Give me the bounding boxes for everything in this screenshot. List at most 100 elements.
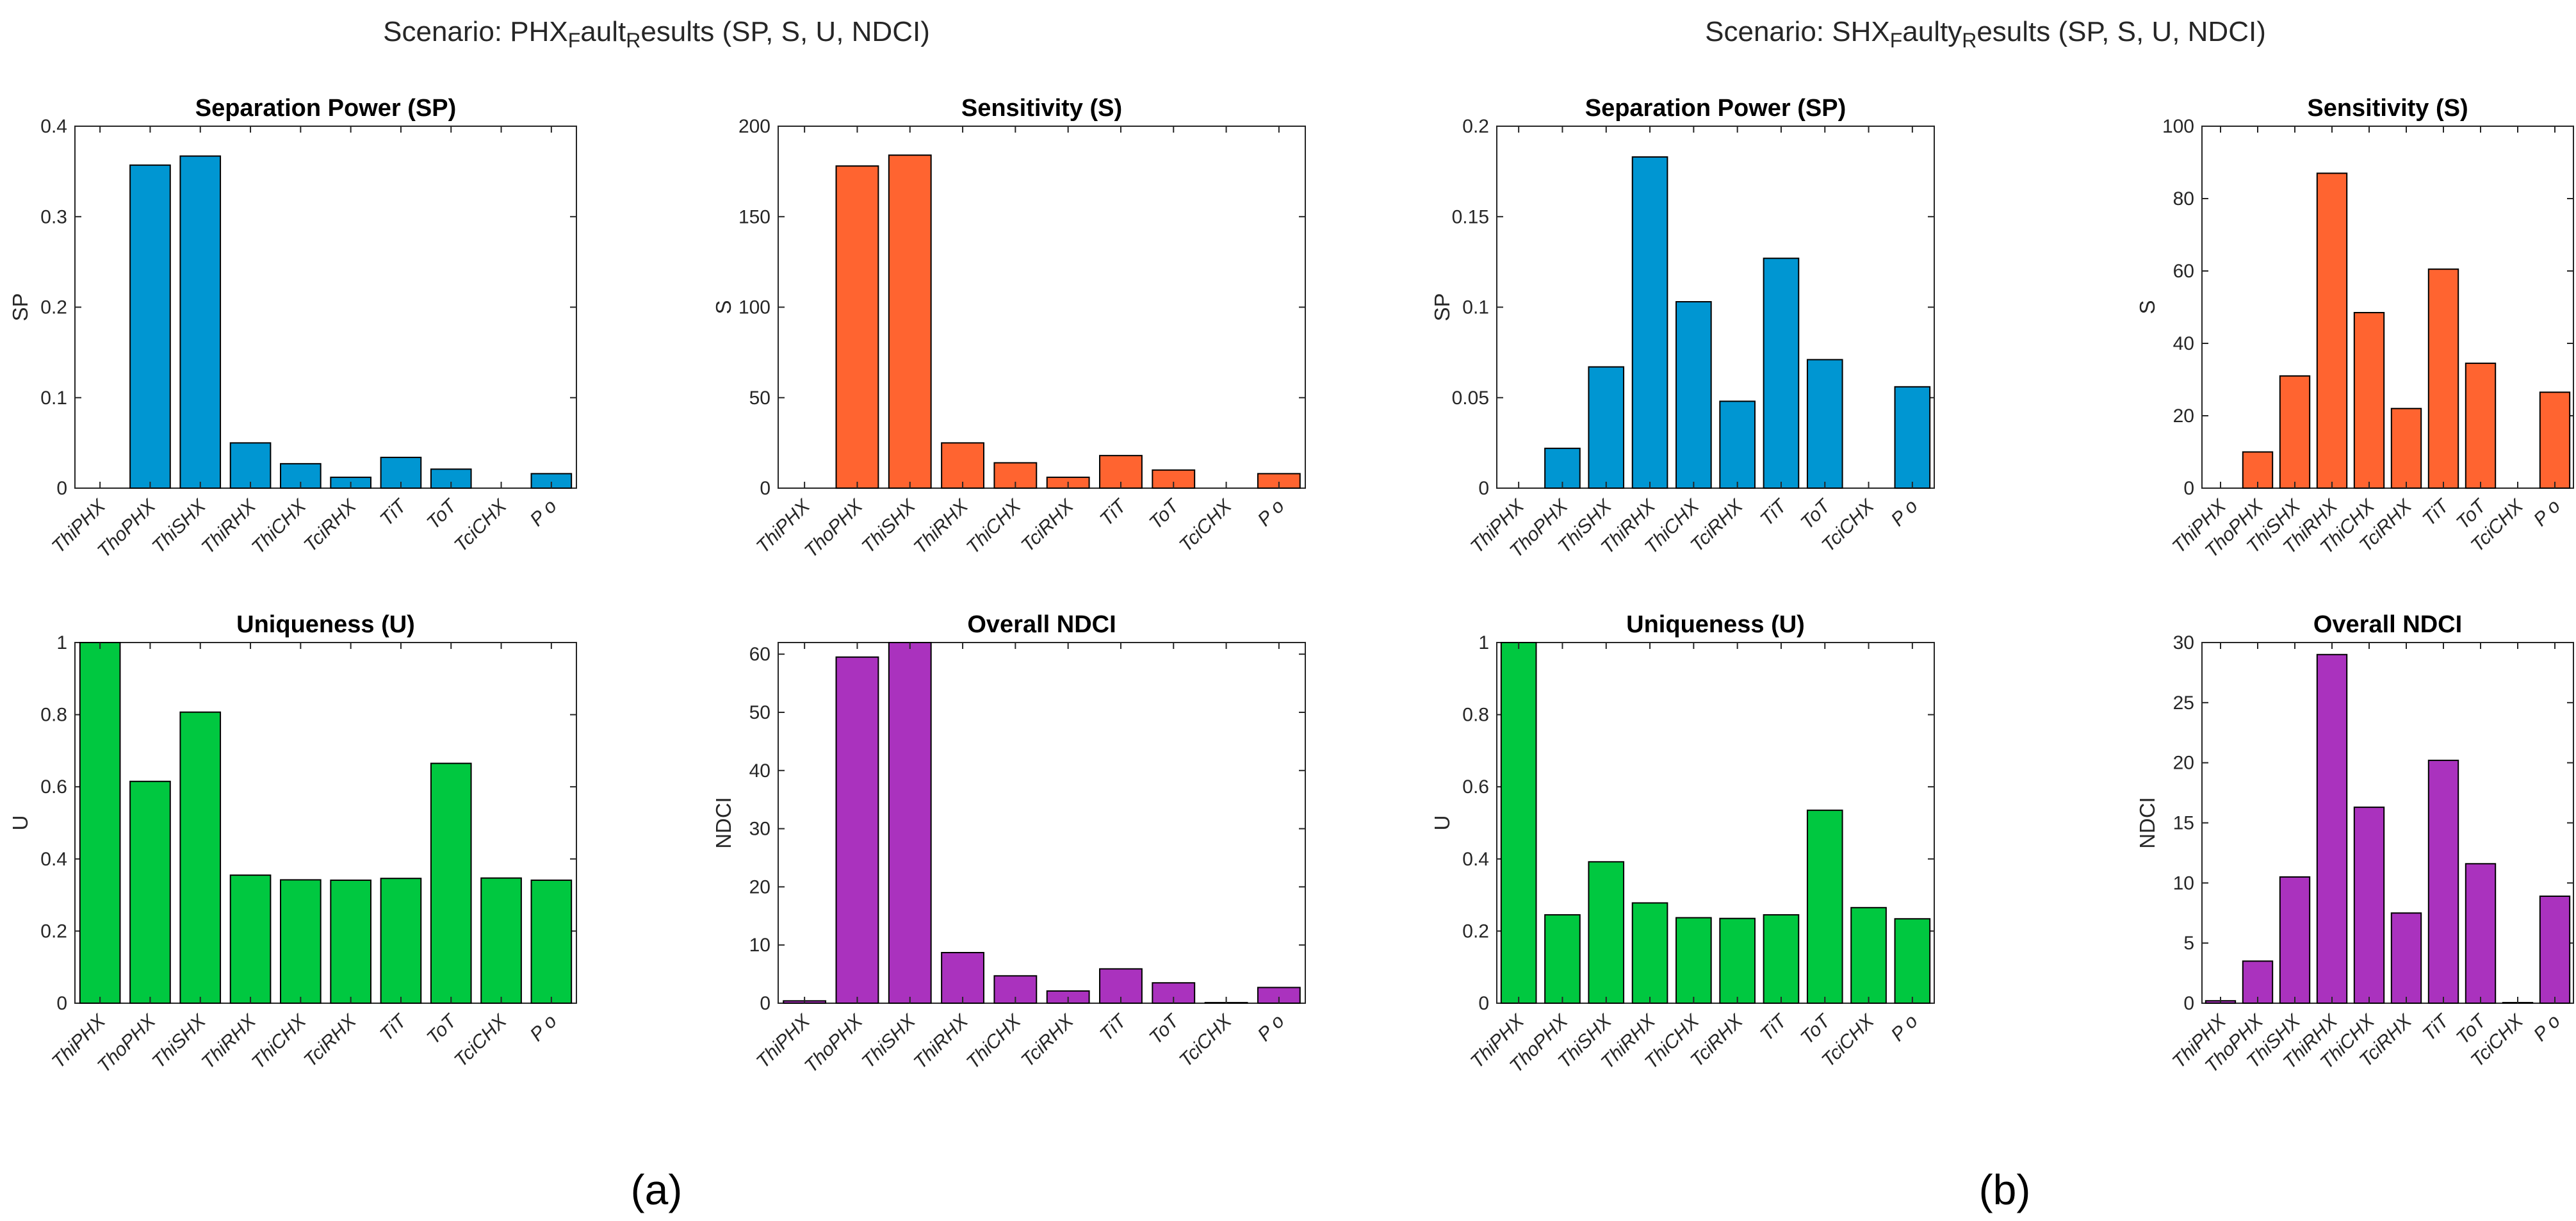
x-tick-label: ThiSHX bbox=[858, 495, 920, 557]
x-tick-label: ThiRHX bbox=[909, 1010, 972, 1073]
bar bbox=[1675, 917, 1712, 1004]
panel-b-title: Scenario: SHXFaultyResults (SP, S, U, ND… bbox=[1705, 16, 2266, 52]
bar bbox=[2390, 407, 2422, 489]
y-tick-label: 0 bbox=[1478, 478, 1489, 499]
panel-b-title-mid: aulty bbox=[1902, 16, 1962, 47]
plot-a-overall-ndci: Overall NDCINDCI0102030405060ThiPHXThoPH… bbox=[712, 611, 1306, 1077]
x-tick-label: ThiRHX bbox=[909, 495, 972, 558]
x-tick-label: ToT bbox=[1145, 1010, 1184, 1049]
plot-b-separation-power: Separation Power (SP)SP00.050.10.150.2Th… bbox=[1430, 95, 1935, 562]
panel-a-title-sub1: F bbox=[568, 29, 581, 52]
bar bbox=[1588, 366, 1625, 489]
bar bbox=[79, 642, 121, 1004]
plot-a-uniqueness: Uniqueness (U)U00.20.40.60.81ThiPHXThoPH… bbox=[8, 611, 577, 1077]
bar bbox=[480, 877, 522, 1004]
panel-b-label: (b) bbox=[1979, 1166, 2031, 1213]
bar bbox=[1763, 914, 1800, 1004]
y-tick-label: 0.8 bbox=[40, 705, 67, 726]
subplot-title: Sensitivity (S) bbox=[2307, 95, 2468, 122]
bar bbox=[2242, 960, 2274, 1004]
x-tick-label: ThiCHX bbox=[963, 1010, 1025, 1073]
bar bbox=[229, 442, 272, 489]
bar bbox=[2390, 912, 2422, 1004]
y-tick-label: 50 bbox=[749, 388, 770, 409]
plot-a-sensitivity: Sensitivity (S)S050100150200ThiPHXThoPHX… bbox=[712, 95, 1306, 562]
bar bbox=[1719, 400, 1756, 489]
bar bbox=[1894, 918, 1931, 1004]
y-axis-label: SP bbox=[8, 293, 32, 321]
y-tick-label: 0.2 bbox=[40, 921, 67, 942]
bar bbox=[1894, 386, 1931, 489]
bar bbox=[1675, 301, 1712, 489]
x-tick-label: ToT bbox=[1797, 495, 1836, 534]
y-tick-label: 0.1 bbox=[40, 388, 67, 409]
bar bbox=[1763, 258, 1800, 489]
axes-box bbox=[1496, 126, 1935, 489]
y-axis-label: NDCI bbox=[2135, 797, 2159, 849]
y-tick-label: 0 bbox=[760, 993, 770, 1014]
y-axis-label: S bbox=[712, 300, 735, 314]
bar bbox=[2539, 895, 2571, 1004]
y-tick-label: 0 bbox=[56, 478, 67, 499]
y-tick-label: 0.6 bbox=[1462, 776, 1489, 798]
bar bbox=[1544, 914, 1581, 1004]
y-tick-label: 30 bbox=[749, 819, 770, 840]
x-tick-label: TciCHX bbox=[450, 495, 511, 556]
bar bbox=[2465, 363, 2497, 489]
y-tick-label: 0.3 bbox=[40, 206, 67, 227]
bar bbox=[888, 642, 932, 1004]
x-tick-label: P o bbox=[526, 1011, 560, 1045]
panel-b-title-sub2: R bbox=[1962, 29, 1977, 52]
bar bbox=[1806, 809, 1843, 1004]
x-tick-label: P o bbox=[526, 496, 560, 530]
y-tick-label: 0 bbox=[1478, 993, 1489, 1014]
x-tick-label: ThiCHX bbox=[248, 1010, 311, 1073]
y-tick-label: 60 bbox=[749, 644, 770, 665]
bar bbox=[1850, 906, 1887, 1004]
plot-b-sensitivity: Sensitivity (S)S020406080100ThiPHXThoPHX… bbox=[2135, 95, 2574, 562]
x-tick-label: TiT bbox=[1096, 495, 1132, 530]
y-tick-label: 40 bbox=[2173, 333, 2194, 354]
y-tick-label: 0 bbox=[2183, 478, 2194, 499]
plot-b-uniqueness: Uniqueness (U)U00.20.40.60.81ThiPHXThoPH… bbox=[1430, 611, 1935, 1077]
subplot-title: Sensitivity (S) bbox=[961, 95, 1122, 122]
y-tick-label: 20 bbox=[2173, 406, 2194, 427]
x-tick-label: TciRHX bbox=[1017, 1010, 1078, 1071]
subplot-title: Overall NDCI bbox=[967, 611, 1116, 638]
x-tick-label: ToT bbox=[1145, 495, 1184, 534]
bar bbox=[2427, 759, 2459, 1004]
x-tick-label: ThoPHX bbox=[801, 1010, 867, 1077]
bar bbox=[530, 880, 573, 1004]
x-tick-label: TiT bbox=[2418, 495, 2454, 530]
bar bbox=[2279, 375, 2311, 489]
x-tick-label: TciRHX bbox=[300, 1010, 361, 1071]
x-tick-label: ToT bbox=[423, 495, 462, 534]
x-tick-label: ThiSHX bbox=[148, 495, 210, 557]
y-axis-label: S bbox=[2135, 300, 2159, 314]
y-tick-label: 0.2 bbox=[40, 297, 67, 318]
bar bbox=[380, 878, 422, 1004]
bar bbox=[888, 154, 932, 489]
y-tick-label: 0 bbox=[56, 993, 67, 1014]
x-tick-label: ThiRHX bbox=[197, 1010, 260, 1073]
y-tick-label: 100 bbox=[738, 297, 770, 318]
y-axis-label: SP bbox=[1430, 293, 1454, 321]
axes-box bbox=[2201, 642, 2574, 1004]
y-tick-label: 0 bbox=[2183, 993, 2194, 1014]
x-tick-label: TciCHX bbox=[1175, 1010, 1236, 1071]
bar bbox=[1631, 902, 1668, 1004]
subplot-title: Uniqueness (U) bbox=[1626, 611, 1805, 638]
y-axis-label: NDCI bbox=[712, 797, 735, 849]
y-tick-label: 60 bbox=[2173, 261, 2194, 282]
panel-a-title: Scenario: PHXFaultResults (SP, S, U, NDC… bbox=[383, 16, 930, 52]
axes-box bbox=[2201, 126, 2574, 489]
plot-b-overall-ndci: Overall NDCINDCI051015202530ThiPHXThoPHX… bbox=[2135, 611, 2574, 1077]
y-tick-label: 150 bbox=[738, 206, 770, 227]
y-tick-label: 5 bbox=[2183, 933, 2194, 954]
y-tick-label: 30 bbox=[2173, 632, 2194, 653]
x-tick-label: TciRHX bbox=[300, 495, 361, 556]
x-tick-label: ThiRHX bbox=[197, 495, 260, 558]
panel-a-title-mid: ault bbox=[580, 16, 626, 47]
y-tick-label: 0.05 bbox=[1452, 388, 1489, 409]
